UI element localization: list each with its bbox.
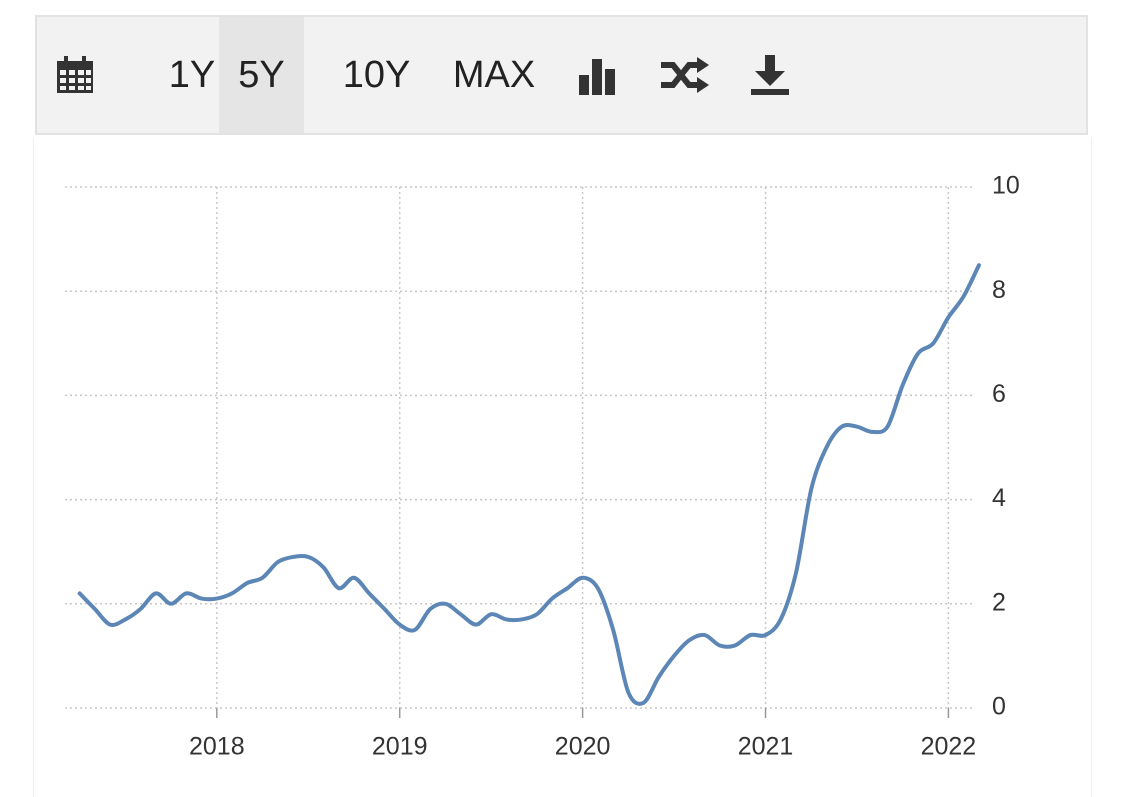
range-button[interactable]: 1Y — [168, 53, 216, 96]
chart-area — [33, 137, 1092, 797]
line — [77, 263, 981, 706]
x-tick-label: 2019 — [372, 733, 428, 761]
y-tick-label: 8 — [992, 276, 1006, 304]
y-tick-label: 6 — [992, 380, 1006, 408]
shuffle-icon[interactable] — [659, 55, 711, 95]
range-button[interactable]: MAX — [452, 53, 536, 96]
range-button[interactable]: 10Y — [342, 53, 411, 96]
x-tick-label: 2020 — [555, 733, 611, 761]
y-tick-label: 4 — [992, 484, 1006, 512]
x-tick-label: 2018 — [189, 733, 245, 761]
y-tick-label: 0 — [992, 693, 1006, 721]
download-icon[interactable] — [749, 53, 791, 97]
calendar-icon[interactable] — [55, 55, 95, 95]
x-tick-label: 2021 — [738, 733, 794, 761]
x-tick-label: 2022 — [921, 733, 977, 761]
toolbar: 1Y 5Y 10Y MAX — [35, 15, 1088, 135]
bar-chart-icon[interactable] — [577, 55, 619, 97]
range-button[interactable]: 5Y — [219, 17, 304, 133]
y-tick-label: 2 — [992, 588, 1006, 616]
y-tick-label: 10 — [992, 172, 1020, 200]
